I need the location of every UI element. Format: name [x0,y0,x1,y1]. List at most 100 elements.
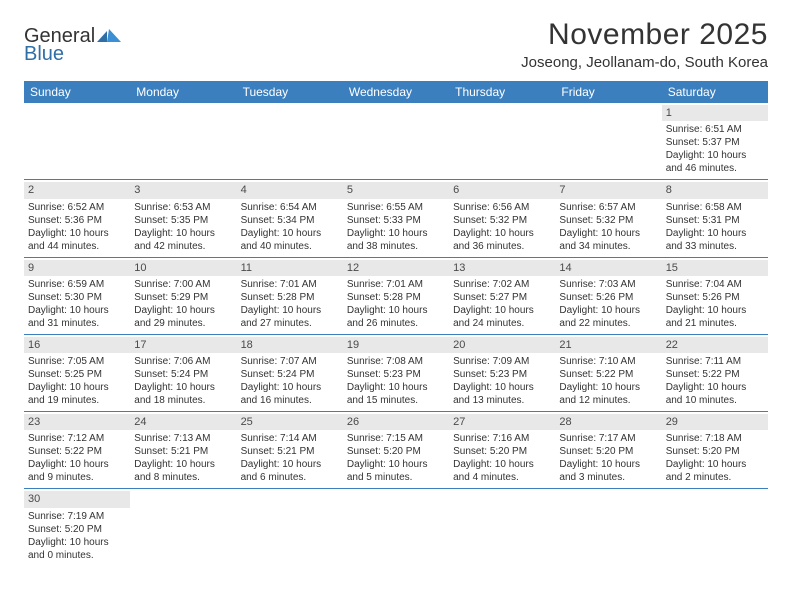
location: Joseong, Jeollanam-do, South Korea [521,54,768,71]
sunrise-text: Sunrise: 7:03 AM [559,278,657,291]
daylight-text: Daylight: 10 hours and 40 minutes. [241,227,339,253]
empty-cell [449,489,555,565]
sunset-text: Sunset: 5:33 PM [347,214,445,227]
daylight-text: Daylight: 10 hours and 9 minutes. [28,458,126,484]
sunrise-text: Sunrise: 7:16 AM [453,432,551,445]
weekday-saturday: Saturday [662,81,768,103]
sunset-text: Sunset: 5:32 PM [559,214,657,227]
daylight-text: Daylight: 10 hours and 15 minutes. [347,381,445,407]
day-number: 29 [662,414,768,430]
sunrise-text: Sunrise: 7:11 AM [666,355,764,368]
daylight-text: Daylight: 10 hours and 6 minutes. [241,458,339,484]
day-number: 10 [130,260,236,276]
sunrise-text: Sunrise: 6:57 AM [559,201,657,214]
day-number: 3 [130,182,236,198]
sunset-text: Sunset: 5:35 PM [134,214,232,227]
day-cell: 25Sunrise: 7:14 AMSunset: 5:21 PMDayligh… [237,412,343,488]
sunrise-text: Sunrise: 7:13 AM [134,432,232,445]
day-cell: 26Sunrise: 7:15 AMSunset: 5:20 PMDayligh… [343,412,449,488]
sunrise-text: Sunrise: 7:02 AM [453,278,551,291]
day-number: 28 [555,414,661,430]
empty-cell [130,489,236,565]
weekday-header-row: SundayMondayTuesdayWednesdayThursdayFrid… [24,81,768,103]
day-cell: 2Sunrise: 6:52 AMSunset: 5:36 PMDaylight… [24,180,130,256]
weekday-friday: Friday [555,81,661,103]
day-number: 15 [662,260,768,276]
sunrise-text: Sunrise: 7:01 AM [241,278,339,291]
day-number: 5 [343,182,449,198]
day-number: 19 [343,337,449,353]
day-cell: 29Sunrise: 7:18 AMSunset: 5:20 PMDayligh… [662,412,768,488]
daylight-text: Daylight: 10 hours and 16 minutes. [241,381,339,407]
day-number: 23 [24,414,130,430]
day-number: 9 [24,260,130,276]
month-title: November 2025 [521,18,768,52]
day-number: 20 [449,337,555,353]
sunset-text: Sunset: 5:34 PM [241,214,339,227]
sunrise-text: Sunrise: 7:18 AM [666,432,764,445]
logo-text-blue: Blue [24,44,121,64]
daylight-text: Daylight: 10 hours and 8 minutes. [134,458,232,484]
empty-cell [237,103,343,179]
sunrise-text: Sunrise: 7:14 AM [241,432,339,445]
day-number: 22 [662,337,768,353]
day-cell: 20Sunrise: 7:09 AMSunset: 5:23 PMDayligh… [449,335,555,411]
sunrise-text: Sunrise: 7:15 AM [347,432,445,445]
day-cell: 16Sunrise: 7:05 AMSunset: 5:25 PMDayligh… [24,335,130,411]
sunset-text: Sunset: 5:24 PM [134,368,232,381]
day-number: 30 [24,491,130,507]
week-row: 30Sunrise: 7:19 AMSunset: 5:20 PMDayligh… [24,488,768,565]
empty-cell [130,103,236,179]
daylight-text: Daylight: 10 hours and 33 minutes. [666,227,764,253]
week-row: 2Sunrise: 6:52 AMSunset: 5:36 PMDaylight… [24,179,768,256]
day-number: 4 [237,182,343,198]
day-number: 2 [24,182,130,198]
sunset-text: Sunset: 5:28 PM [347,291,445,304]
day-cell: 1Sunrise: 6:51 AMSunset: 5:37 PMDaylight… [662,103,768,179]
day-number: 24 [130,414,236,430]
daylight-text: Daylight: 10 hours and 34 minutes. [559,227,657,253]
sunrise-text: Sunrise: 6:53 AM [134,201,232,214]
sunset-text: Sunset: 5:20 PM [347,445,445,458]
day-number: 17 [130,337,236,353]
sunset-text: Sunset: 5:20 PM [28,523,126,536]
sunrise-text: Sunrise: 6:58 AM [666,201,764,214]
sunset-text: Sunset: 5:22 PM [666,368,764,381]
day-number: 21 [555,337,661,353]
sunset-text: Sunset: 5:25 PM [28,368,126,381]
daylight-text: Daylight: 10 hours and 10 minutes. [666,381,764,407]
sunset-text: Sunset: 5:23 PM [453,368,551,381]
empty-cell [343,103,449,179]
empty-cell [555,103,661,179]
daylight-text: Daylight: 10 hours and 5 minutes. [347,458,445,484]
day-cell: 9Sunrise: 6:59 AMSunset: 5:30 PMDaylight… [24,258,130,334]
day-cell: 13Sunrise: 7:02 AMSunset: 5:27 PMDayligh… [449,258,555,334]
day-cell: 6Sunrise: 6:56 AMSunset: 5:32 PMDaylight… [449,180,555,256]
sunrise-text: Sunrise: 7:01 AM [347,278,445,291]
day-number: 8 [662,182,768,198]
day-number: 11 [237,260,343,276]
sunset-text: Sunset: 5:26 PM [559,291,657,304]
day-cell: 12Sunrise: 7:01 AMSunset: 5:28 PMDayligh… [343,258,449,334]
daylight-text: Daylight: 10 hours and 13 minutes. [453,381,551,407]
day-cell: 22 Sunrise: 7:11 AMSunset: 5:22 PMDayligh… [662,335,768,411]
sunset-text: Sunset: 5:20 PM [453,445,551,458]
sunset-text: Sunset: 5:29 PM [134,291,232,304]
weekday-sunday: Sunday [24,81,130,103]
sunset-text: Sunset: 5:20 PM [559,445,657,458]
day-number: 6 [449,182,555,198]
daylight-text: Daylight: 10 hours and 31 minutes. [28,304,126,330]
day-cell: 4Sunrise: 6:54 AMSunset: 5:34 PMDaylight… [237,180,343,256]
day-cell: 23Sunrise: 7:12 AMSunset: 5:22 PMDayligh… [24,412,130,488]
day-cell: 27Sunrise: 7:16 AMSunset: 5:20 PMDayligh… [449,412,555,488]
sunrise-text: Sunrise: 7:08 AM [347,355,445,368]
logo: GeneralBlue [24,26,121,64]
daylight-text: Daylight: 10 hours and 24 minutes. [453,304,551,330]
sunset-text: Sunset: 5:24 PM [241,368,339,381]
sunrise-text: Sunrise: 7:12 AM [28,432,126,445]
empty-cell [555,489,661,565]
daylight-text: Daylight: 10 hours and 27 minutes. [241,304,339,330]
sunrise-text: Sunrise: 7:17 AM [559,432,657,445]
sunrise-text: Sunrise: 7:07 AM [241,355,339,368]
daylight-text: Daylight: 10 hours and 12 minutes. [559,381,657,407]
